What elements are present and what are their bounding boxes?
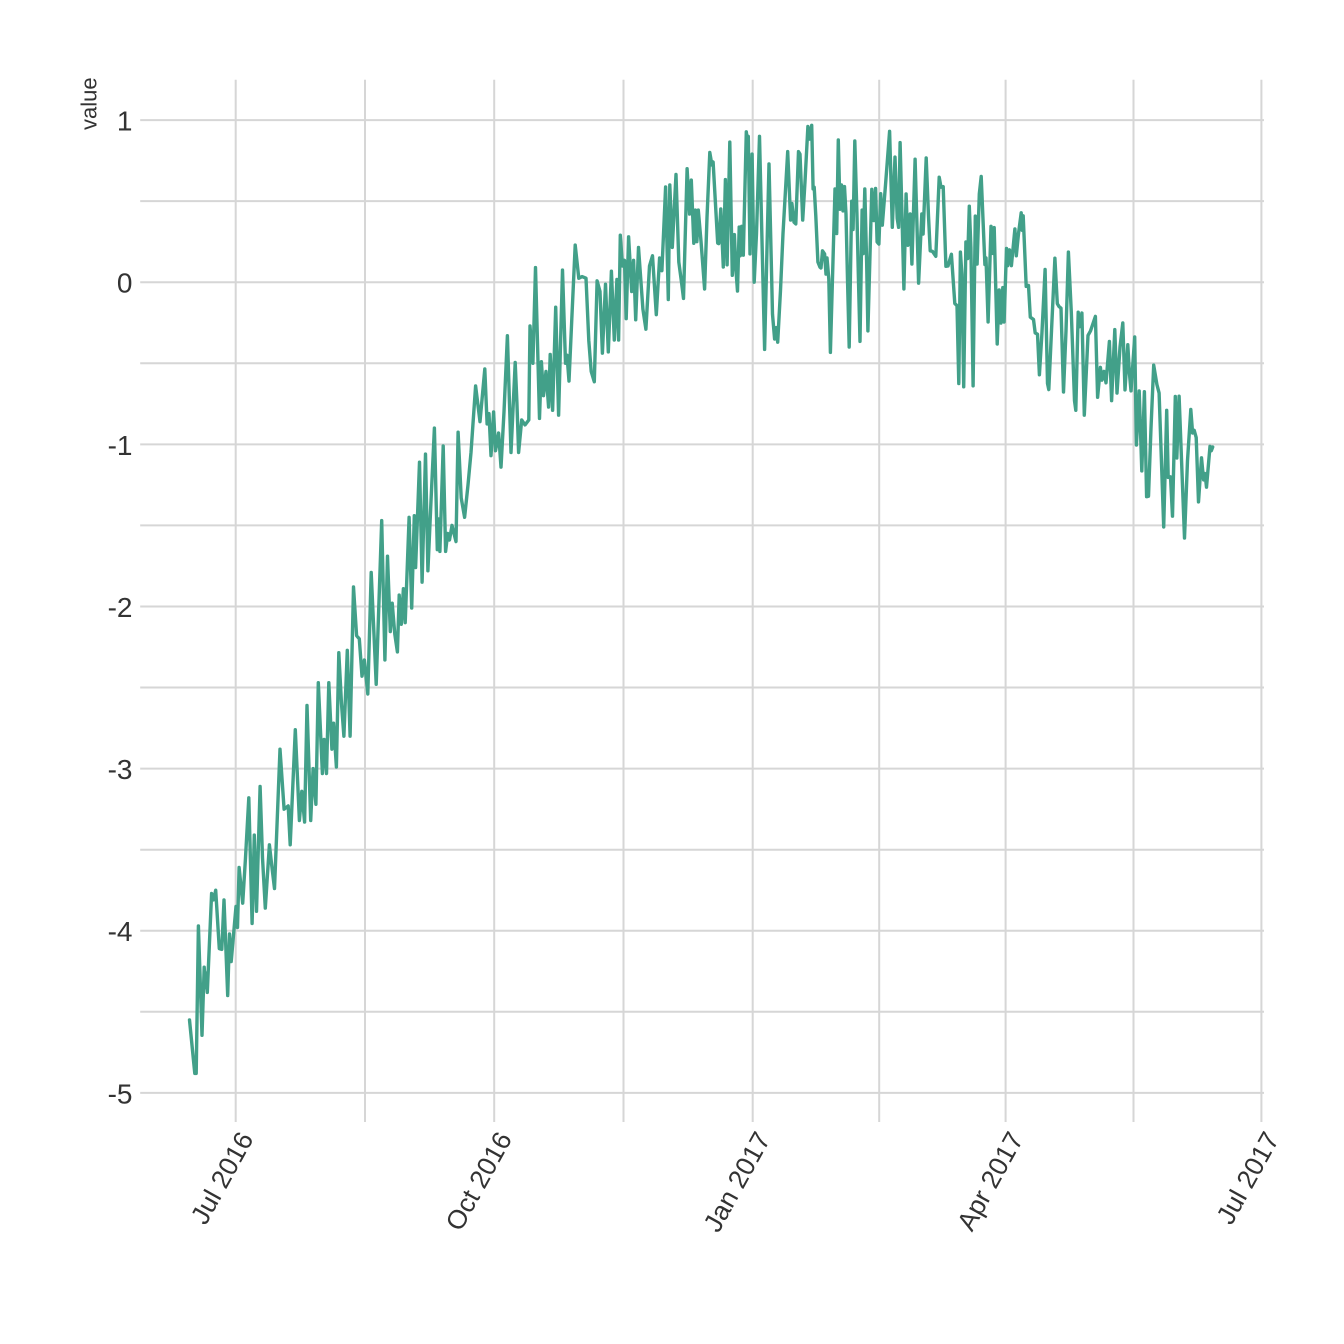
svg-text:-5: -5 bbox=[108, 1078, 133, 1109]
svg-text:0: 0 bbox=[117, 268, 133, 299]
svg-text:1: 1 bbox=[117, 106, 133, 137]
svg-text:-4: -4 bbox=[108, 916, 133, 947]
svg-text:-1: -1 bbox=[108, 430, 133, 461]
svg-text:-2: -2 bbox=[108, 592, 133, 623]
svg-text:-3: -3 bbox=[108, 754, 133, 785]
svg-text:value: value bbox=[77, 77, 102, 130]
